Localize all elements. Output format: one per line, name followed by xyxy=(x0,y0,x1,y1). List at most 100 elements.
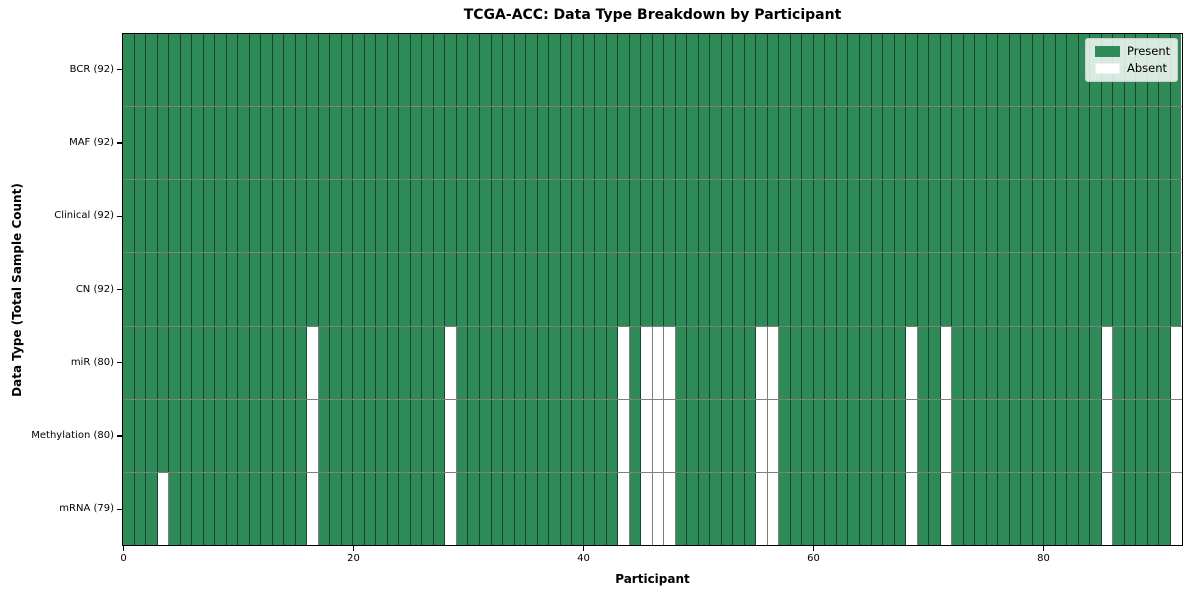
heatmap-cell-bcr-p37 xyxy=(549,34,561,107)
heatmap-cell-clinical-p50 xyxy=(698,180,711,253)
heatmap-cell-methylation-p0 xyxy=(123,399,135,472)
heatmap-cell-bcr-p28 xyxy=(445,34,457,107)
heatmap-cell-clinical-p62 xyxy=(836,180,849,253)
heatmap-cell-cn-p39 xyxy=(572,253,584,326)
heatmap-cell-cn-p65 xyxy=(871,253,884,326)
heatmap-cell-mrna-p9 xyxy=(226,472,239,545)
heatmap-cell-mrna-p78 xyxy=(1021,472,1033,545)
heatmap-cell-mir-p85 xyxy=(1101,326,1114,399)
heatmap-cell-clinical-p68 xyxy=(906,180,918,253)
heatmap-cell-mrna-p42 xyxy=(606,472,619,545)
heatmap-cell-maf-p90 xyxy=(1159,107,1171,180)
heatmap-cell-bcr-p30 xyxy=(468,34,480,107)
heatmap-cell-methylation-p74 xyxy=(975,399,987,472)
heatmap-cell-methylation-p48 xyxy=(675,399,688,472)
heatmap-cell-clinical-p76 xyxy=(998,180,1010,253)
heatmap-cell-bcr-p80 xyxy=(1044,34,1056,107)
heatmap-cell-clinical-p4 xyxy=(169,180,181,253)
heatmap-cell-cn-p55 xyxy=(756,253,768,326)
heatmap-cell-mrna-p69 xyxy=(917,472,930,545)
heatmap-cell-cn-p7 xyxy=(203,253,216,326)
heatmap-cell-methylation-p83 xyxy=(1078,399,1091,472)
heatmap-cell-clinical-p28 xyxy=(445,180,457,253)
heatmap-row-maf xyxy=(123,107,1182,181)
heatmap-grid xyxy=(123,34,1182,545)
heatmap-cell-mrna-p24 xyxy=(399,472,411,545)
heatmap-cell-mrna-p72 xyxy=(952,472,964,545)
heatmap-cell-mrna-p26 xyxy=(422,472,434,545)
heatmap-cell-maf-p32 xyxy=(491,107,504,180)
heatmap-cell-maf-p80 xyxy=(1044,107,1056,180)
heatmap-cell-clinical-p44 xyxy=(629,180,642,253)
heatmap-cell-maf-p15 xyxy=(295,107,308,180)
heatmap-cell-mir-p76 xyxy=(998,326,1010,399)
heatmap-cell-bcr-p3 xyxy=(157,34,170,107)
heatmap-cell-cn-p25 xyxy=(410,253,423,326)
heatmap-cell-maf-p53 xyxy=(733,107,745,180)
heatmap-cell-mir-p5 xyxy=(180,326,193,399)
heatmap-cell-maf-p16 xyxy=(307,107,319,180)
heatmap-cell-methylation-p16 xyxy=(307,399,319,472)
heatmap-cell-mir-p39 xyxy=(572,326,584,399)
heatmap-cell-mir-p54 xyxy=(744,326,757,399)
heatmap-cell-clinical-p7 xyxy=(203,180,216,253)
heatmap-cell-mir-p14 xyxy=(284,326,296,399)
heatmap-cell-maf-p47 xyxy=(664,107,676,180)
heatmap-cell-clinical-p82 xyxy=(1067,180,1079,253)
heatmap-cell-clinical-p70 xyxy=(929,180,941,253)
heatmap-cell-maf-p13 xyxy=(272,107,285,180)
heatmap-cell-bcr-p46 xyxy=(652,34,665,107)
heatmap-cell-bcr-p40 xyxy=(583,34,596,107)
legend-item-absent: Absent xyxy=(1095,60,1169,75)
heatmap-cell-methylation-p20 xyxy=(353,399,365,472)
heatmap-cell-bcr-p53 xyxy=(733,34,745,107)
heatmap-cell-clinical-p47 xyxy=(664,180,676,253)
heatmap-cell-maf-p12 xyxy=(261,107,273,180)
heatmap-cell-mir-p47 xyxy=(664,326,676,399)
heatmap-cell-methylation-p25 xyxy=(410,399,423,472)
heatmap-cell-methylation-p38 xyxy=(560,399,573,472)
heatmap-cell-mrna-p49 xyxy=(687,472,699,545)
heatmap-cell-mir-p75 xyxy=(986,326,999,399)
heatmap-cell-clinical-p25 xyxy=(410,180,423,253)
heatmap-row-clinical xyxy=(123,180,1182,254)
heatmap-cell-bcr-p66 xyxy=(883,34,895,107)
heatmap-cell-clinical-p60 xyxy=(813,180,826,253)
heatmap-cell-clinical-p32 xyxy=(491,180,504,253)
heatmap-cell-bcr-p34 xyxy=(514,34,527,107)
heatmap-cell-clinical-p53 xyxy=(733,180,745,253)
heatmap-cell-maf-p7 xyxy=(203,107,216,180)
heatmap-cell-cn-p53 xyxy=(733,253,745,326)
heatmap-cell-maf-p34 xyxy=(514,107,527,180)
heatmap-cell-maf-p31 xyxy=(479,107,492,180)
heatmap-cell-mrna-p53 xyxy=(733,472,745,545)
heatmap-cell-bcr-p61 xyxy=(825,34,837,107)
heatmap-cell-mrna-p63 xyxy=(848,472,860,545)
heatmap-cell-methylation-p15 xyxy=(295,399,308,472)
heatmap-cell-mrna-p41 xyxy=(595,472,607,545)
heatmap-cell-mrna-p30 xyxy=(468,472,480,545)
heatmap-cell-cn-p5 xyxy=(180,253,193,326)
heatmap-cell-mrna-p55 xyxy=(756,472,768,545)
heatmap-cell-methylation-p87 xyxy=(1124,399,1137,472)
heatmap-cell-cn-p27 xyxy=(433,253,446,326)
heatmap-cell-mrna-p61 xyxy=(825,472,837,545)
heatmap-cell-mrna-p48 xyxy=(675,472,688,545)
legend-absent-label: Absent xyxy=(1127,60,1168,75)
heatmap-cell-bcr-p62 xyxy=(836,34,849,107)
heatmap-cell-cn-p57 xyxy=(779,253,791,326)
heatmap-cell-maf-p57 xyxy=(779,107,791,180)
heatmap-cell-bcr-p12 xyxy=(261,34,273,107)
heatmap-cell-maf-p8 xyxy=(215,107,227,180)
heatmap-cell-bcr-p16 xyxy=(307,34,319,107)
heatmap-cell-methylation-p80 xyxy=(1044,399,1056,472)
heatmap-cell-cn-p48 xyxy=(675,253,688,326)
heatmap-cell-maf-p22 xyxy=(376,107,388,180)
heatmap-cell-mir-p41 xyxy=(595,326,607,399)
heatmap-cell-cn-p11 xyxy=(249,253,262,326)
heatmap-cell-clinical-p52 xyxy=(721,180,734,253)
heatmap-cell-bcr-p20 xyxy=(353,34,365,107)
heatmap-cell-cn-p40 xyxy=(583,253,596,326)
heatmap-cell-mir-p80 xyxy=(1044,326,1056,399)
heatmap-cell-maf-p51 xyxy=(710,107,722,180)
